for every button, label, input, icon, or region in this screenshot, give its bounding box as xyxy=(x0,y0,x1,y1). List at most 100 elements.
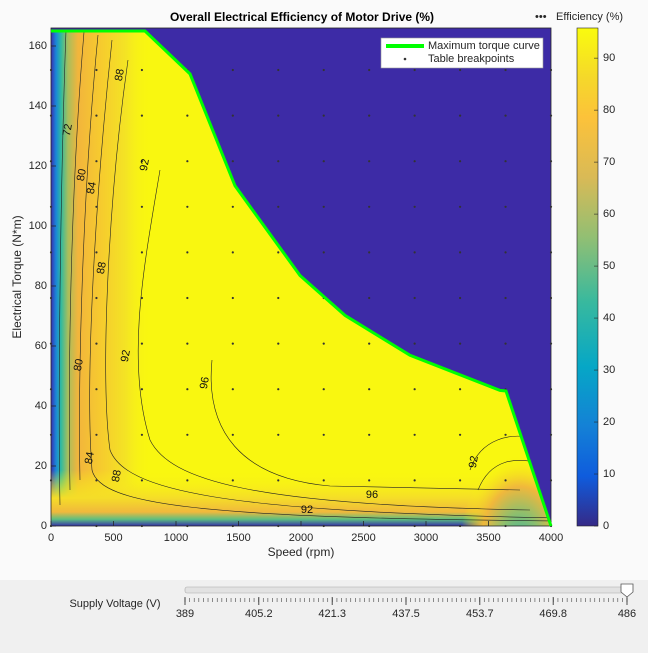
breakpoint xyxy=(368,251,371,254)
breakpoint xyxy=(368,68,371,72)
colorbar-tick-label: 30 xyxy=(603,364,615,376)
breakpoint xyxy=(140,342,144,345)
colorbar-tick-label: 50 xyxy=(603,260,615,272)
breakpoint xyxy=(504,479,507,482)
breakpoint xyxy=(322,160,325,163)
colorbar-tick-label: 70 xyxy=(603,156,615,168)
breakpoint xyxy=(277,251,280,254)
colorbar xyxy=(576,27,599,527)
breakpoint xyxy=(49,433,53,436)
breakpoint xyxy=(322,388,325,391)
breakpoint xyxy=(231,479,234,482)
breakpoint xyxy=(186,205,189,208)
breakpoint xyxy=(413,205,416,208)
breakpoint xyxy=(49,114,53,117)
breakpoint xyxy=(231,160,234,163)
contour-label: 84 xyxy=(85,181,99,195)
breakpoint xyxy=(368,388,371,391)
breakpoint xyxy=(504,114,507,117)
breakpoint xyxy=(458,205,462,208)
breakpoint xyxy=(504,68,507,72)
breakpoint xyxy=(458,433,462,436)
breakpoint xyxy=(413,296,416,300)
contour-area xyxy=(51,28,551,526)
contour-label: 92 xyxy=(467,455,481,469)
breakpoint xyxy=(458,388,462,391)
breakpoint xyxy=(95,68,98,72)
breakpoint xyxy=(368,205,371,208)
breakpoint xyxy=(368,524,371,528)
breakpoint xyxy=(549,388,553,391)
breakpoint xyxy=(458,342,462,345)
breakpoint xyxy=(549,296,553,300)
breakpoint xyxy=(322,479,325,482)
contour-lines xyxy=(58,31,551,522)
breakpoint xyxy=(277,114,280,117)
torque-curve xyxy=(51,29,553,527)
breakpoint xyxy=(231,251,234,254)
breakpoint xyxy=(95,524,98,528)
breakpoint xyxy=(458,479,462,482)
breakpoint xyxy=(368,342,371,345)
breakpoint xyxy=(186,388,189,391)
slider-tick-label: 389 xyxy=(176,608,194,620)
breakpoint xyxy=(277,479,280,482)
breakpoint xyxy=(413,524,416,528)
colorbar-tick-label: 0 xyxy=(603,520,609,532)
colorbar-tick-label: 10 xyxy=(603,468,615,480)
breakpoint xyxy=(368,479,371,482)
breakpoint xyxy=(49,205,53,208)
breakpoint xyxy=(413,388,416,391)
breakpoint xyxy=(140,433,144,436)
legend-label: Maximum torque curve xyxy=(428,40,540,52)
breakpoint xyxy=(322,205,325,208)
breakpoint xyxy=(504,251,507,254)
breakpoint xyxy=(49,524,53,528)
breakpoint xyxy=(231,388,234,391)
breakpoint xyxy=(368,433,371,436)
breakpoint xyxy=(322,251,325,254)
slider-thumb[interactable] xyxy=(620,583,634,598)
breakpoint xyxy=(413,68,416,72)
breakpoint xyxy=(458,160,462,163)
x-tick-label: 1500 xyxy=(226,532,250,544)
breakpoint xyxy=(140,68,144,72)
breakpoint xyxy=(549,205,553,208)
y-tick-label: 0 xyxy=(41,520,47,532)
y-tick-label: 60 xyxy=(35,340,47,352)
low-speed-band xyxy=(51,31,151,526)
breakpoint xyxy=(186,114,189,117)
slider-tick-label: 469.8 xyxy=(539,608,567,620)
breakpoint xyxy=(186,160,189,163)
breakpoint xyxy=(504,160,507,163)
breakpoint xyxy=(413,114,416,117)
breakpoint xyxy=(549,433,553,436)
breakpoint xyxy=(413,251,416,254)
legend-label: Table breakpoints xyxy=(428,53,515,65)
breakpoint xyxy=(140,479,144,482)
breakpoint xyxy=(277,342,280,345)
breakpoint xyxy=(49,68,53,72)
breakpoint xyxy=(49,160,53,163)
breakpoint xyxy=(140,296,144,300)
legend: Maximum torque curve Table breakpoints xyxy=(380,37,544,69)
contour-label: 80 xyxy=(75,168,89,182)
breakpoint xyxy=(322,433,325,436)
breakpoint xyxy=(368,296,371,300)
slider-track[interactable] xyxy=(184,586,628,594)
breakpoint xyxy=(458,251,462,254)
breakpoint xyxy=(549,342,553,345)
breakpoint xyxy=(231,433,234,436)
y-axis-label: Electrical Torque (N*m) xyxy=(10,215,24,338)
breakpoint xyxy=(549,251,553,254)
breakpoint xyxy=(277,433,280,436)
colorbar-tick-label: 80 xyxy=(603,104,615,116)
breakpoint xyxy=(368,114,371,117)
y-tick-label: 40 xyxy=(35,400,47,412)
breakpoint xyxy=(504,205,507,208)
breakpoint xyxy=(549,68,553,72)
breakpoint xyxy=(186,479,189,482)
breakpoint xyxy=(95,479,98,482)
contour-label: 88 xyxy=(113,68,127,82)
